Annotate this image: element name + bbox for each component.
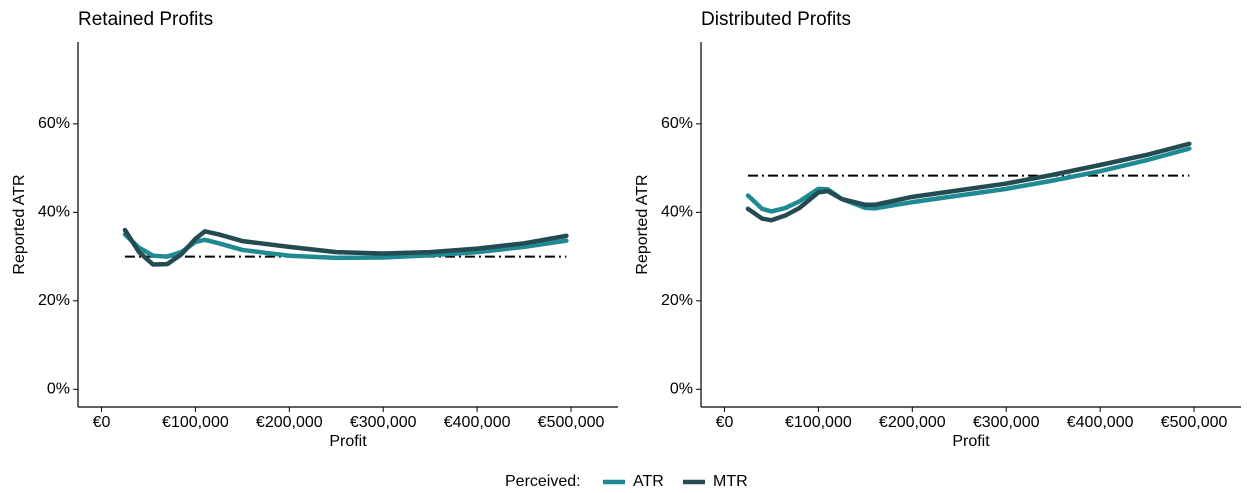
x-tick-label: €100,000 [162, 414, 229, 431]
x-tick-label: €200,000 [879, 414, 946, 431]
chart-title: Retained Profits [78, 9, 213, 30]
x-tick-label: €200,000 [256, 414, 323, 431]
x-tick-label: €300,000 [350, 414, 417, 431]
x-axis-label: Profit [952, 433, 990, 450]
y-axis-label: Reported ATR [11, 174, 28, 274]
y-axis-label: Reported ATR [634, 174, 651, 274]
y-tick-label: 20% [661, 292, 693, 309]
series-line [122, 227, 569, 267]
x-tick-label: €500,000 [538, 414, 605, 431]
series-line [122, 232, 569, 261]
series-line [745, 141, 1192, 223]
legend-title: Perceived: [505, 473, 581, 490]
legend-label: ATR [633, 473, 664, 490]
legend-label: MTR [713, 473, 748, 490]
y-tick-label: 20% [38, 292, 70, 309]
x-tick-label: €500,000 [1161, 414, 1228, 431]
y-tick-label: 0% [670, 381, 693, 398]
x-tick-label: €0 [93, 414, 111, 431]
y-tick-label: 60% [38, 115, 70, 132]
y-tick-label: 60% [661, 115, 693, 132]
x-axis-label: Profit [329, 433, 367, 450]
x-tick-label: €300,000 [973, 414, 1040, 431]
series-line [745, 146, 1192, 214]
y-tick-label: 0% [47, 381, 70, 398]
y-tick-label: 40% [661, 204, 693, 221]
y-tick-label: 40% [38, 204, 70, 221]
chart-title: Distributed Profits [701, 9, 851, 30]
x-tick-label: €400,000 [1067, 414, 1134, 431]
x-tick-label: €100,000 [785, 414, 852, 431]
x-tick-label: €0 [716, 414, 734, 431]
x-tick-label: €400,000 [444, 414, 511, 431]
